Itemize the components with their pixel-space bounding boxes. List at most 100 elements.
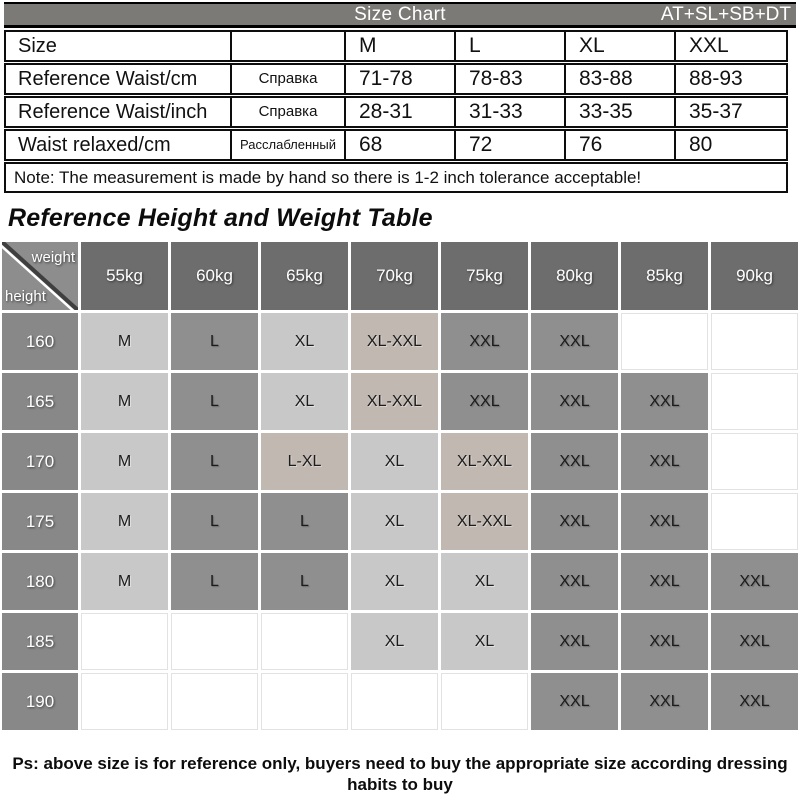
height-header-cell: 180 [2,553,78,610]
corner-height-label: height [5,288,46,305]
size-table-row: Waist relaxed/cm Расслабленный 68 72 76 … [4,129,788,161]
size-recommendation-cell: XL [441,613,528,670]
size-recommendation-cell: L [261,493,348,550]
size-recommendation-cell: XL-XXL [441,433,528,490]
size-recommendation-cell [351,673,438,730]
size-column-header: XL [564,32,674,60]
product-code: AT+SL+SB+DT [660,3,791,25]
row-label-ru: Расслабленный [230,131,344,159]
size-recommendation-cell [711,433,798,490]
size-recommendation-cell: XL [351,493,438,550]
size-table-row: Reference Waist/inch Справка 28-31 31-33… [4,96,788,128]
size-recommendation-cell: M [81,313,168,370]
size-table: Size M L XL XXL Reference Waist/cm Справ… [4,30,788,193]
size-recommendation-cell: XXL [531,673,618,730]
table-value-cell: 33-35 [564,98,674,126]
size-recommendation-cell: XL [261,313,348,370]
size-recommendation-cell: L [171,553,258,610]
row-label: Reference Waist/inch [18,101,208,123]
corner-cell: weight height [2,242,78,310]
size-recommendation-cell: L [171,373,258,430]
size-recommendation-cell: M [81,553,168,610]
size-recommendation-cell: M [81,493,168,550]
size-recommendation-cell: M [81,373,168,430]
top-header-bar: Size Chart AT+SL+SB+DT [4,2,796,28]
weight-header-cell: 55kg [81,242,168,310]
size-recommendation-cell: XXL [531,373,618,430]
weight-header-cell: 60kg [171,242,258,310]
height-header-cell: 160 [2,313,78,370]
size-recommendation-cell: L-XL [261,433,348,490]
size-recommendation-cell: XXL [531,433,618,490]
size-recommendation-cell: XL-XXL [351,373,438,430]
size-recommendation-cell: XXL [621,373,708,430]
footer-line-2: the right size,if you do not know how to… [0,796,800,800]
size-recommendation-cell [441,673,528,730]
weight-header-cell: 75kg [441,242,528,310]
size-recommendation-cell: XXL [621,613,708,670]
table-value-cell: 68 [344,131,454,159]
section-heading: Reference Height and Weight Table [8,204,433,232]
tolerance-note: Note: The measurement is made by hand so… [14,168,642,187]
height-header-cell: 175 [2,493,78,550]
size-recommendation-cell: XXL [531,613,618,670]
weight-header-cell: 70kg [351,242,438,310]
size-recommendation-cell: XXL [621,553,708,610]
size-recommendation-cell: XXL [621,673,708,730]
weight-header-cell: 85kg [621,242,708,310]
height-header-cell: 170 [2,433,78,490]
size-chart-title: Size Chart [354,3,446,25]
height-header-cell: 165 [2,373,78,430]
table-value-cell: 83-88 [564,65,674,93]
size-recommendation-cell: XXL [621,433,708,490]
table-value-cell: 28-31 [344,98,454,126]
size-recommendation-cell: XL [351,613,438,670]
diagonal-line-icon [2,242,78,310]
size-recommendation-cell: XXL [531,493,618,550]
size-recommendation-cell [711,493,798,550]
size-recommendation-cell: XXL [711,673,798,730]
row-label-ru [230,32,344,60]
size-recommendation-cell: M [81,433,168,490]
size-recommendation-cell: XL [351,433,438,490]
table-value-cell: 71-78 [344,65,454,93]
size-recommendation-cell [711,373,798,430]
size-recommendation-cell: L [171,313,258,370]
size-recommendation-cell: XXL [441,373,528,430]
weight-header-cell: 80kg [531,242,618,310]
size-table-row: Reference Waist/cm Справка 71-78 78-83 8… [4,63,788,95]
size-recommendation-cell: L [171,493,258,550]
size-recommendation-cell [171,613,258,670]
height-header-cell: 190 [2,673,78,730]
row-label: Waist relaxed/cm [18,134,171,156]
size-recommendation-cell [81,673,168,730]
row-label: Reference Waist/cm [18,68,198,90]
table-value-cell: 31-33 [454,98,564,126]
row-label-ru: Справка [230,65,344,93]
size-recommendation-cell: XXL [711,613,798,670]
size-recommendation-cell: XL-XXL [441,493,528,550]
size-recommendation-cell: XXL [531,553,618,610]
size-recommendation-cell: XXL [531,313,618,370]
size-column-header: L [454,32,564,60]
footer-note: Ps: above size is for reference only, bu… [0,753,800,800]
note-row: Note: The measurement is made by hand so… [4,162,788,193]
size-recommendation-cell: XL [351,553,438,610]
size-recommendation-cell: XL-XXL [351,313,438,370]
weight-header-cell: 65kg [261,242,348,310]
size-table-header-row: Size M L XL XXL [4,30,788,62]
row-label: Size [18,35,57,57]
size-column-header: XXL [674,32,786,60]
size-recommendation-cell [711,313,798,370]
size-recommendation-cell: XL [261,373,348,430]
footer-line-1: Ps: above size is for reference only, bu… [12,754,788,795]
table-value-cell: 35-37 [674,98,786,126]
size-recommendation-cell: XXL [441,313,528,370]
size-recommendation-cell [81,613,168,670]
row-label-ru: Справка [230,98,344,126]
table-value-cell: 88-93 [674,65,786,93]
height-weight-table: weight height 55kg 60kg 65kg 70kg 75kg 8… [2,242,798,730]
table-value-cell: 80 [674,131,786,159]
size-recommendation-cell: XL [441,553,528,610]
